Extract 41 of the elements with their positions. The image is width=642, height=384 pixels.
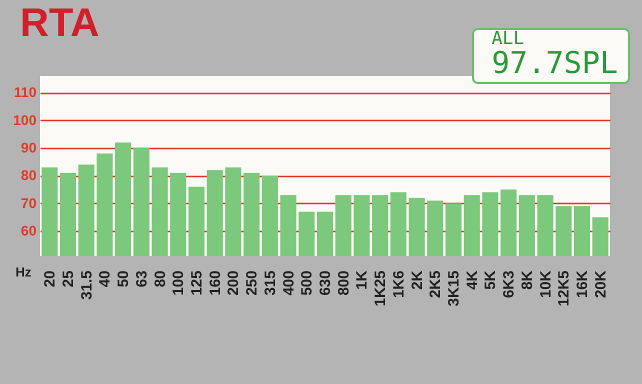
x-tick-label: 20 xyxy=(42,270,59,288)
x-tick-label: 500 xyxy=(298,270,316,296)
x-tick-label: 200 xyxy=(225,270,242,296)
x-tick-label: 20K xyxy=(592,270,610,298)
x-tick-label: 2K xyxy=(408,270,426,290)
y-tick-label: 100 xyxy=(13,112,37,128)
y-tick-label: 70 xyxy=(20,194,37,211)
x-tick-label: 630 xyxy=(317,270,334,296)
y-tick-label: 80 xyxy=(20,167,37,184)
x-tick-label: 31.5 xyxy=(78,270,96,300)
y-tick-label: 110 xyxy=(14,84,37,100)
x-tick-label: 5K xyxy=(482,270,500,290)
x-tick-label: 100 xyxy=(170,270,188,296)
x-tick-label: 10K xyxy=(537,270,554,298)
x-tick-label: 16K xyxy=(574,270,592,298)
x-tick-label: 3K15 xyxy=(446,270,462,306)
x-tick-label: 40 xyxy=(96,270,114,288)
chart-title: RTA xyxy=(20,1,100,45)
x-tick-label: 8K xyxy=(518,270,536,290)
x-tick-label: 63 xyxy=(133,270,150,288)
x-tick-label: 125 xyxy=(188,270,206,296)
x-tick-label: 160 xyxy=(206,270,224,296)
text: ALL xyxy=(492,28,526,49)
annotation: 97.7SPL xyxy=(492,46,618,81)
x-tick-label: 50 xyxy=(115,270,132,288)
y-tick-label: 90 xyxy=(20,140,37,156)
x-tick-label: 80 xyxy=(152,270,169,288)
x-tick-label: 6K3 xyxy=(500,270,518,298)
y-tick-label: 60 xyxy=(20,222,37,239)
x-axis-title: Hz xyxy=(16,264,32,280)
x-tick-label: 315 xyxy=(262,270,279,296)
x-tick-label: 1K25 xyxy=(372,270,390,306)
x-tick-label: 250 xyxy=(244,270,261,296)
x-tick-label: 25 xyxy=(60,270,77,288)
x-tick-label: 1K6 xyxy=(390,270,408,298)
x-tick-label: 4K xyxy=(464,270,481,290)
x-tick-label: 2K5 xyxy=(427,270,444,298)
x-tick-label: 800 xyxy=(335,270,352,296)
x-tick-label: 12K5 xyxy=(556,270,573,306)
x-tick-label: 1K xyxy=(354,270,371,290)
x-tick-label: 400 xyxy=(280,270,298,296)
